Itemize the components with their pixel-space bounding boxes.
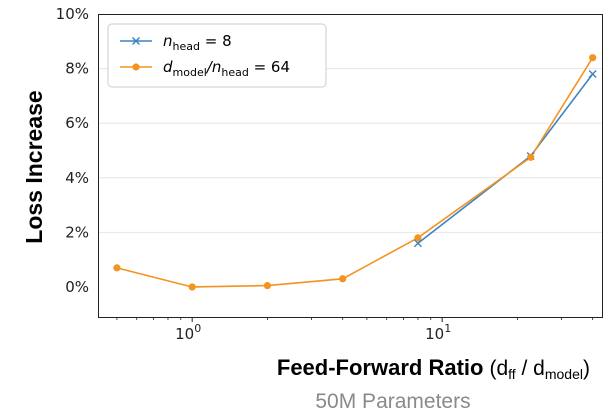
chart-subtitle: 50M Parameters (315, 390, 470, 413)
series-line-1 (116, 57, 594, 288)
legend-dmodel-mid: /n (205, 58, 222, 76)
y-axis-label: Loss Increase (21, 90, 47, 243)
data-point-nhead (413, 239, 422, 248)
y-tick-label: 10% (56, 5, 89, 23)
legend-dmodel-sub: model (173, 66, 207, 79)
x-axis-label-mid: / d (516, 357, 545, 380)
x-tick-label: 101 (425, 322, 451, 343)
data-point-dmodel (589, 54, 597, 62)
x-axis-label-sub-model: model (545, 366, 583, 382)
legend-label-nhead: nhead = 8 (163, 32, 232, 53)
axis-ticks: 0% 2% 4% 6% 8% 10% 100 101 (56, 5, 594, 343)
data-point-dmodel (414, 234, 422, 242)
data-point-dmodel (113, 264, 121, 272)
data-point-nhead (588, 70, 597, 79)
legend-box (107, 23, 327, 88)
data-point-dmodel (263, 282, 272, 290)
legend: nhead = 8 dmodel/nhead = 64 (107, 23, 327, 88)
legend-dmodel-d: d (163, 58, 173, 76)
x-axis-label-bold: Feed-Forward Ratio (277, 355, 484, 380)
y-tick-label: 2% (65, 223, 89, 241)
series-lines (113, 54, 597, 291)
legend-nhead-rest: = 8 (200, 32, 232, 50)
grid-lines (98, 68, 603, 233)
y-tick-label: 8% (65, 60, 89, 78)
x-tick-label: 100 (175, 322, 201, 343)
data-point-dmodel (188, 283, 196, 291)
x-axis-label-close: ) (583, 357, 590, 380)
legend-marker-dmodel (132, 63, 140, 71)
legend-nhead-n: n (163, 32, 173, 50)
legend-dmodel-rest: = 64 (249, 58, 290, 76)
legend-label-dmodel: dmodel/nhead = 64 (163, 58, 290, 79)
data-point-dmodel (339, 275, 347, 283)
legend-marker-nhead (132, 37, 140, 45)
y-tick-label: 6% (65, 114, 89, 132)
legend-nhead-sub: head (173, 40, 200, 53)
x-axis-label: Feed-Forward Ratio (dff / dmodel) (277, 355, 590, 382)
legend-dmodel-sub2: head (221, 66, 248, 79)
data-point-dmodel (527, 153, 535, 161)
y-tick-label: 0% (65, 278, 89, 296)
y-tick-label: 4% (65, 169, 89, 187)
x-axis-label-sub-ff: ff (508, 366, 516, 382)
x-axis-label-open: (d (489, 357, 508, 380)
